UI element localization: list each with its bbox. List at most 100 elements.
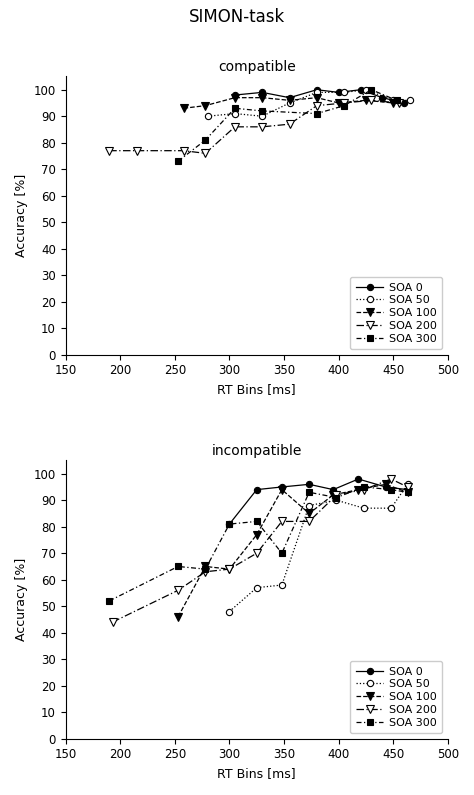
SOA 300 (361, 483, 367, 492)
SOA 0 (227, 519, 232, 529)
SOA 50 (254, 583, 260, 592)
SOA 0 (330, 485, 336, 494)
SOA 50 (405, 479, 410, 489)
SOA 200 (254, 549, 260, 558)
SOA 0 (405, 485, 410, 494)
SOA 0 (287, 93, 292, 103)
SOA 100 (202, 562, 208, 572)
Legend: SOA 0, SOA 50, SOA 100, SOA 200, SOA 300: SOA 0, SOA 50, SOA 100, SOA 200, SOA 300 (350, 277, 442, 349)
SOA 0 (314, 85, 319, 95)
SOA 200 (109, 618, 115, 627)
SOA 100 (336, 99, 342, 108)
Title: incompatible: incompatible (211, 444, 302, 458)
SOA 300 (175, 562, 181, 572)
SOA 300 (232, 103, 238, 113)
SOA 100 (175, 612, 181, 622)
SOA 100 (227, 564, 232, 574)
SOA 50 (279, 580, 285, 590)
SOA 0 (380, 93, 385, 103)
SOA 100 (279, 485, 285, 494)
SOA 200 (106, 146, 112, 156)
SOA 200 (202, 149, 208, 158)
SOA 300 (254, 517, 260, 526)
SOA 300 (202, 564, 208, 574)
SOA 50 (363, 85, 369, 95)
SOA 100 (259, 93, 265, 103)
SOA 300 (227, 519, 232, 529)
SOA 100 (306, 509, 312, 518)
X-axis label: RT Bins [ms]: RT Bins [ms] (218, 767, 296, 780)
SOA 200 (361, 485, 367, 494)
SOA 200 (181, 146, 186, 156)
SOA 200 (175, 586, 181, 595)
SOA 50 (407, 95, 412, 105)
SOA 200 (341, 99, 347, 108)
SOA 100 (383, 479, 389, 489)
SOA 50 (232, 109, 238, 118)
SOA 50 (227, 607, 232, 616)
Y-axis label: Accuracy [%]: Accuracy [%] (15, 558, 28, 642)
SOA 100 (202, 101, 208, 111)
SOA 200 (388, 475, 394, 484)
Line: SOA 0: SOA 0 (226, 476, 410, 527)
SOA 300 (388, 485, 394, 494)
SOA 50 (287, 99, 292, 108)
SOA 100 (314, 93, 319, 103)
SOA 50 (334, 495, 339, 505)
SOA 50 (388, 503, 394, 513)
SOA 300 (405, 487, 410, 497)
Legend: SOA 0, SOA 50, SOA 100, SOA 200, SOA 300: SOA 0, SOA 50, SOA 100, SOA 200, SOA 300 (350, 661, 442, 733)
SOA 100 (287, 95, 292, 105)
Y-axis label: Accuracy [%]: Accuracy [%] (15, 174, 28, 258)
SOA 100 (330, 491, 336, 500)
Line: SOA 200: SOA 200 (109, 475, 411, 626)
SOA 0 (401, 99, 407, 108)
SOA 300 (334, 493, 339, 502)
Line: SOA 200: SOA 200 (105, 96, 402, 157)
Line: SOA 0: SOA 0 (232, 87, 407, 106)
SOA 0 (383, 483, 389, 492)
SOA 200 (259, 122, 265, 132)
SOA 300 (175, 157, 181, 166)
Line: SOA 50: SOA 50 (204, 87, 413, 119)
Line: SOA 100: SOA 100 (180, 94, 397, 112)
SOA 50 (306, 501, 312, 510)
SOA 0 (358, 85, 364, 95)
SOA 50 (391, 95, 396, 105)
SOA 50 (314, 87, 319, 97)
Title: compatible: compatible (218, 60, 296, 74)
SOA 100 (363, 95, 369, 105)
SOA 0 (259, 87, 265, 97)
SOA 50 (341, 87, 347, 97)
SOA 300 (202, 135, 208, 145)
SOA 200 (334, 491, 339, 500)
SOA 200 (396, 99, 401, 108)
SOA 200 (287, 119, 292, 129)
SOA 0 (336, 87, 342, 97)
SOA 0 (306, 479, 312, 489)
SOA 0 (356, 475, 361, 484)
SOA 100 (181, 103, 186, 113)
SOA 300 (306, 487, 312, 497)
SOA 300 (106, 596, 112, 606)
SOA 300 (394, 95, 400, 105)
SOA 200 (405, 483, 410, 492)
SOA 300 (369, 85, 374, 95)
SOA 100 (232, 93, 238, 103)
SOA 0 (232, 91, 238, 100)
SOA 200 (134, 146, 139, 156)
Line: SOA 300: SOA 300 (175, 87, 400, 165)
X-axis label: RT Bins [ms]: RT Bins [ms] (218, 383, 296, 396)
SOA 300 (259, 107, 265, 116)
SOA 300 (279, 549, 285, 558)
SOA 100 (356, 485, 361, 494)
SOA 0 (254, 485, 260, 494)
SOA 300 (341, 101, 347, 111)
SOA 100 (254, 530, 260, 540)
SOA 200 (279, 517, 285, 526)
Text: SIMON-task: SIMON-task (189, 8, 285, 26)
Line: SOA 100: SOA 100 (174, 480, 411, 621)
Line: SOA 50: SOA 50 (226, 481, 410, 615)
SOA 200 (369, 95, 374, 105)
SOA 200 (314, 101, 319, 111)
